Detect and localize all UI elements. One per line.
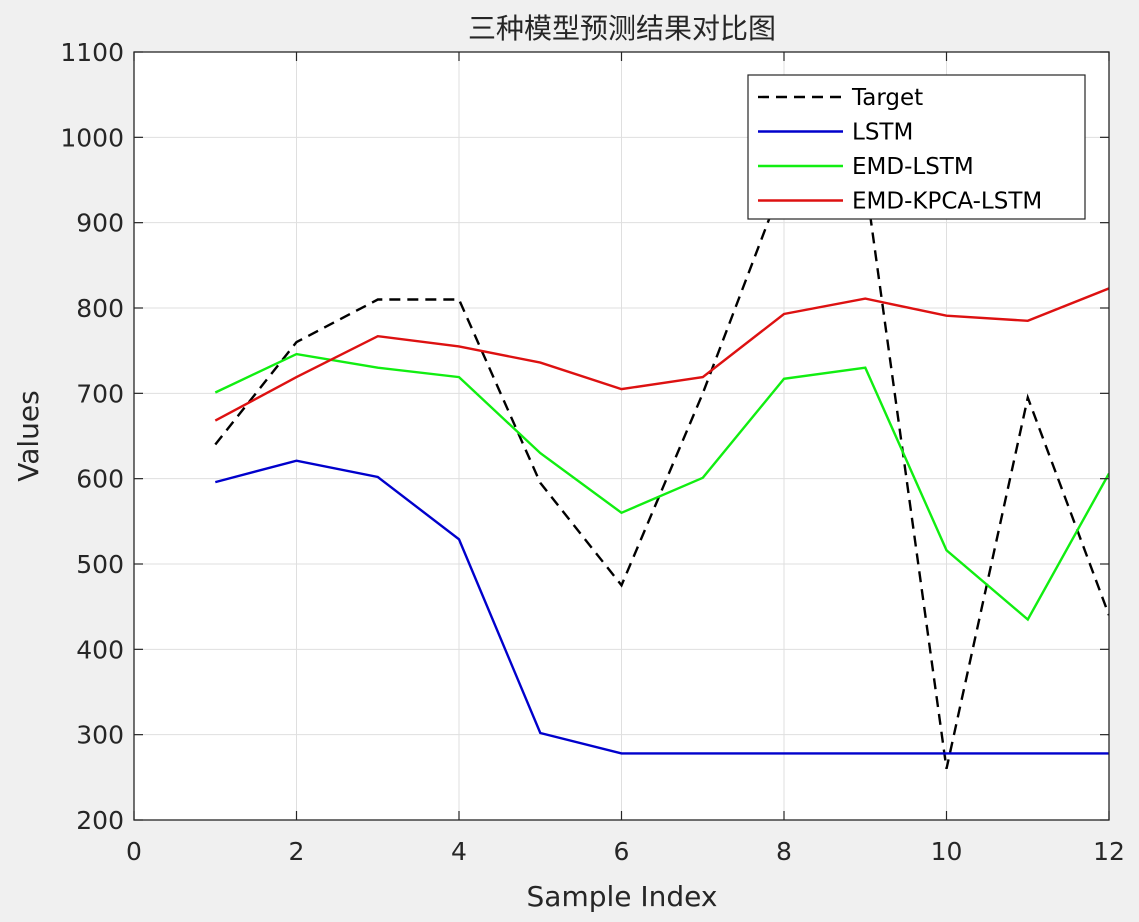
x-tick-label: 4 xyxy=(451,837,467,866)
legend-label-emd-lstm: EMD-LSTM xyxy=(852,154,974,180)
legend: Target LSTM EMD-LSTM EMD-KPCA-LSTM xyxy=(747,74,1086,220)
x-tick-label: 6 xyxy=(614,837,630,866)
x-tick-label: 12 xyxy=(1093,837,1125,866)
x-tick-label: 2 xyxy=(289,837,305,866)
y-axis-label: Values xyxy=(12,390,45,481)
y-tick-label: 1100 xyxy=(60,38,124,67)
ticks: 0 2 4 6 8 10 12 200 300 400 500 600 700 800 900 1000 110… xyxy=(60,38,1125,866)
y-tick-label: 700 xyxy=(76,379,124,408)
series-line-target xyxy=(214,178,1109,770)
series-layer xyxy=(214,178,1109,770)
x-tick-label: 0 xyxy=(126,837,142,866)
y-tick-label: 600 xyxy=(76,465,124,494)
y-tick-label: 1000 xyxy=(60,123,124,152)
series-line-lstm xyxy=(214,459,1109,755)
x-tick-label: 10 xyxy=(931,837,963,866)
y-tick-label: 900 xyxy=(76,209,124,238)
x-tick-label: 8 xyxy=(776,837,792,866)
legend-box xyxy=(747,74,1086,220)
chart-title: 三种模型预测结果对比图 xyxy=(468,12,776,45)
y-tick-label: 300 xyxy=(76,721,124,750)
y-tick-label: 400 xyxy=(76,635,124,664)
legend-label-emd-kpca-lstm: EMD-KPCA-LSTM xyxy=(852,189,1042,215)
legend-label-lstm: LSTM xyxy=(852,120,913,146)
series-line-emd-lstm xyxy=(214,352,1109,622)
legend-label-target: Target xyxy=(851,85,923,111)
y-tick-label: 200 xyxy=(76,806,124,835)
y-tick-label: 800 xyxy=(76,294,124,323)
series-line-emd-kpca-lstm xyxy=(214,287,1109,422)
x-axis-label: Sample Index xyxy=(527,880,718,913)
y-tick-label: 500 xyxy=(76,550,124,579)
